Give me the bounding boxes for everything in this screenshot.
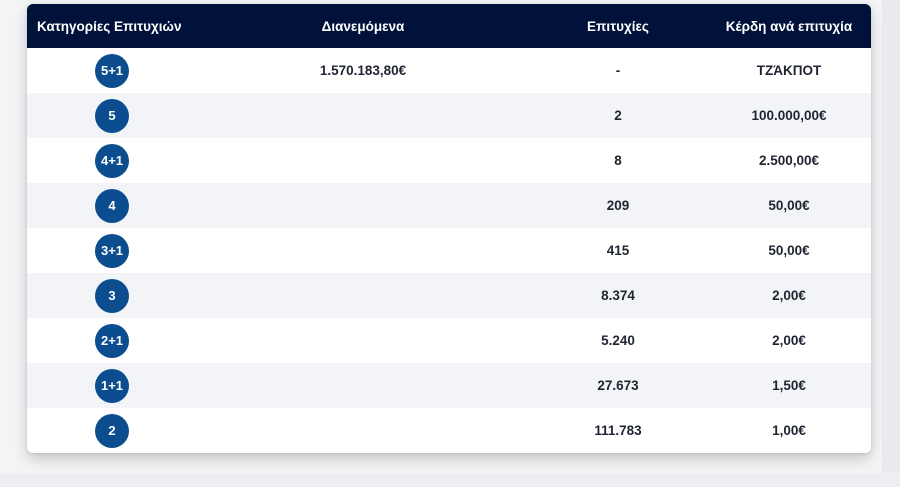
header-categories: Κατηγορίες Επιτυχιών bbox=[37, 18, 182, 34]
prize-cell: 50,00€ bbox=[768, 198, 810, 213]
header-winners: Επιτυχίες bbox=[587, 18, 649, 34]
category-ball: 2 bbox=[95, 413, 129, 448]
category-ball: 3 bbox=[95, 278, 129, 313]
prize-cell: 1,50€ bbox=[772, 378, 806, 393]
table-row: 1+1 27.673 1,50€ bbox=[27, 363, 871, 408]
winners-cell: 8 bbox=[614, 153, 622, 168]
table-row: 3 8.374 2,00€ bbox=[27, 273, 871, 318]
winners-cell: 5.240 bbox=[601, 333, 635, 348]
prize-cell: 2,00€ bbox=[772, 288, 806, 303]
prize-cell: 2.500,00€ bbox=[758, 153, 820, 168]
category-ball: 2+1 bbox=[95, 323, 129, 358]
table-row: 5+1 1.570.183,80€ - ΤΖΆΚΠΟΤ bbox=[27, 48, 871, 93]
winners-cell: 27.673 bbox=[597, 378, 639, 393]
winners-cell: 8.374 bbox=[601, 288, 635, 303]
category-ball: 4+1 bbox=[95, 143, 129, 178]
table-row: 3+1 415 50,00€ bbox=[27, 228, 871, 273]
table-row: 2+1 5.240 2,00€ bbox=[27, 318, 871, 363]
category-ball: 5+1 bbox=[95, 53, 129, 88]
table-row: 5 2 100.000,00€ bbox=[27, 93, 871, 138]
table-row: 2 111.783 1,00€ bbox=[27, 408, 871, 453]
table-row: 4 209 50,00€ bbox=[27, 183, 871, 228]
category-ball: 1+1 bbox=[95, 368, 129, 403]
prize-cell: 1,00€ bbox=[772, 423, 806, 438]
prize-cell: 2,00€ bbox=[772, 333, 806, 348]
distributed-cell: 1.570.183,80€ bbox=[319, 63, 407, 78]
prize-cell: 100.000,00€ bbox=[751, 108, 827, 123]
category-ball: 3+1 bbox=[95, 233, 129, 268]
category-ball: 5 bbox=[95, 98, 129, 133]
winners-cell: - bbox=[615, 63, 621, 78]
prize-cell: ΤΖΆΚΠΟΤ bbox=[756, 63, 822, 78]
winners-cell: 111.783 bbox=[594, 423, 642, 438]
header-prize: Κέρδη ανά επιτυχία bbox=[725, 18, 853, 34]
category-ball: 4 bbox=[95, 188, 129, 223]
winners-cell: 415 bbox=[606, 243, 630, 258]
prize-cell: 50,00€ bbox=[768, 243, 810, 258]
results-table: Κατηγορίες Επιτυχιών Διανεμόμενα Επιτυχί… bbox=[27, 4, 871, 453]
header-distributed: Διανεμόμενα bbox=[321, 18, 405, 34]
winners-cell: 2 bbox=[614, 108, 622, 123]
page-bottom-edge bbox=[0, 473, 900, 487]
winners-cell: 209 bbox=[606, 198, 630, 213]
scrollbar-track[interactable] bbox=[882, 0, 900, 487]
table-row: 4+1 8 2.500,00€ bbox=[27, 138, 871, 183]
table-header: Κατηγορίες Επιτυχιών Διανεμόμενα Επιτυχί… bbox=[27, 4, 871, 48]
